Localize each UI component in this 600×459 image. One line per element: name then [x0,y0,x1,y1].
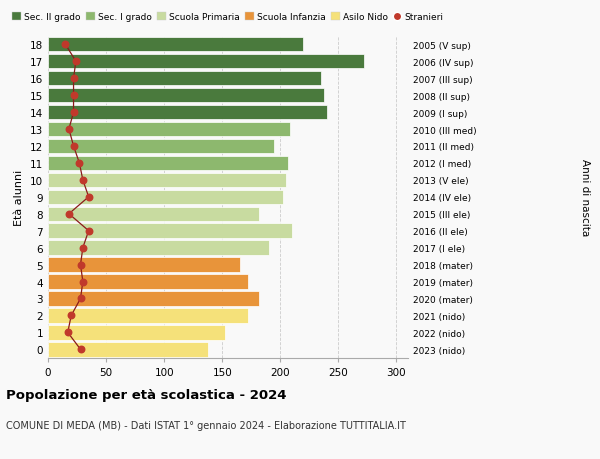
Bar [48,308,248,323]
Bar [48,224,292,238]
Bar [48,55,364,69]
Point [64,126,74,134]
Y-axis label: Età alunni: Età alunni [14,169,25,225]
Point [69,143,79,150]
Bar [48,207,259,222]
Point [67,312,76,319]
Bar [48,173,286,188]
Bar [48,157,289,171]
Point [74,160,84,167]
Bar [48,106,327,120]
Legend: Sec. II grado, Sec. I grado, Scuola Primaria, Scuola Infanzia, Asilo Nido, Stran: Sec. II grado, Sec. I grado, Scuola Prim… [9,10,447,26]
Point [64,211,74,218]
Bar [48,72,321,86]
Bar [48,140,274,154]
Point [61,41,70,49]
Point [76,261,85,269]
Bar [48,258,239,272]
Point [69,92,79,100]
Bar [48,89,325,103]
Point [84,194,94,201]
Point [84,228,94,235]
Bar [48,38,304,52]
Point [76,295,85,302]
Text: Popolazione per età scolastica - 2024: Popolazione per età scolastica - 2024 [6,388,287,401]
Text: COMUNE DI MEDA (MB) - Dati ISTAT 1° gennaio 2024 - Elaborazione TUTTITALIA.IT: COMUNE DI MEDA (MB) - Dati ISTAT 1° genn… [6,420,406,430]
Text: Anni di nascita: Anni di nascita [580,159,590,236]
Point [71,58,80,66]
Point [78,177,88,184]
Point [63,329,73,336]
Bar [48,291,259,306]
Bar [48,275,248,289]
Bar [48,342,208,357]
Point [76,346,85,353]
Point [78,245,88,252]
Bar [48,241,269,255]
Bar [48,123,290,137]
Point [69,75,79,83]
Point [69,109,79,117]
Bar [48,325,224,340]
Point [78,278,88,285]
Bar [48,190,283,205]
